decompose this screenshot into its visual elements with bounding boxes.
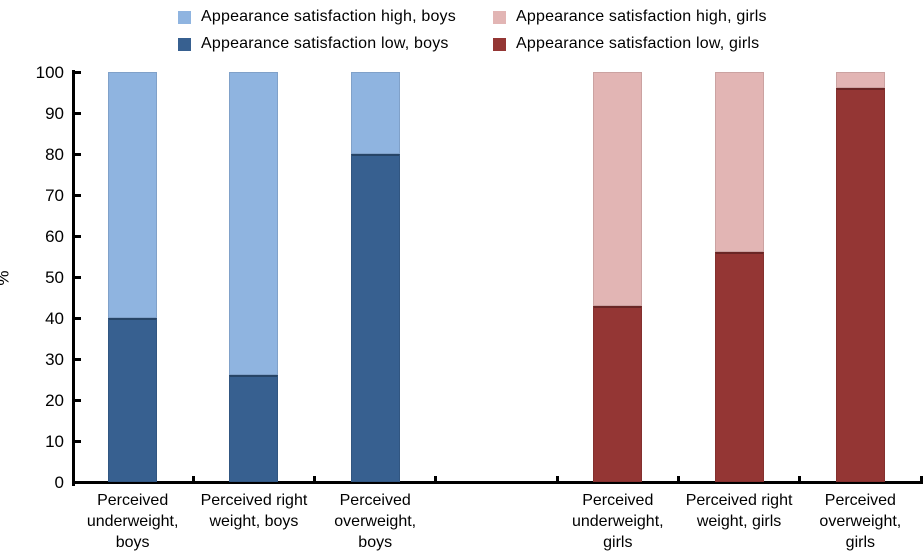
y-tick bbox=[75, 316, 81, 320]
bar-segment-high bbox=[593, 72, 643, 306]
legend-item-low-boys: Appearance satisfaction low, boys bbox=[178, 35, 449, 52]
legend-label: Appearance satisfaction low, boys bbox=[201, 35, 449, 52]
y-axis-line bbox=[72, 70, 75, 486]
bar-segment-high bbox=[714, 72, 764, 253]
y-tick bbox=[75, 275, 81, 279]
bar-segment-low bbox=[835, 88, 885, 482]
x-category-label: Perceived underweight, boys bbox=[86, 492, 179, 551]
y-tick-label: 20 bbox=[45, 391, 64, 410]
legend-label: Appearance satisfaction high, boys bbox=[201, 8, 456, 25]
y-tick bbox=[75, 398, 81, 402]
x-tick bbox=[676, 476, 680, 481]
bar-segment-low bbox=[714, 252, 764, 482]
legend-item-high-boys: Appearance satisfaction high, boys bbox=[178, 8, 456, 25]
y-tick bbox=[75, 111, 81, 115]
bar-segment-low bbox=[108, 318, 158, 482]
legend-swatch-low-boys bbox=[178, 37, 191, 51]
x-axis-line bbox=[72, 481, 923, 484]
y-tick-label: 90 bbox=[45, 104, 64, 123]
y-tick-label: 60 bbox=[45, 227, 64, 246]
legend-swatch-low-girls bbox=[493, 37, 506, 51]
x-category-label: Perceived right weight, boys bbox=[200, 492, 308, 530]
legend-label: Appearance satisfaction high, girls bbox=[516, 8, 767, 25]
x-tick bbox=[919, 476, 923, 481]
y-tick-label: 100 bbox=[35, 63, 64, 82]
y-tick-label: 80 bbox=[45, 145, 64, 164]
y-tick-label: 30 bbox=[45, 350, 64, 369]
y-tick bbox=[75, 357, 81, 361]
y-tick bbox=[75, 439, 81, 443]
legend-label: Appearance satisfaction low, girls bbox=[516, 35, 760, 52]
bar-segment-high bbox=[229, 72, 279, 376]
y-tick-label: 50 bbox=[45, 268, 64, 287]
y-tick-label: 40 bbox=[45, 309, 64, 328]
y-tick-label: 0 bbox=[54, 473, 64, 492]
bar-segment-high bbox=[835, 72, 885, 89]
x-category-label: Perceived overweight, girls bbox=[819, 492, 902, 551]
bar-segment-high bbox=[108, 72, 158, 318]
y-tick-label: 10 bbox=[45, 432, 64, 451]
bar-segment-low bbox=[350, 154, 400, 482]
legend-swatch-high-girls bbox=[493, 10, 506, 24]
x-tick bbox=[191, 476, 195, 481]
x-tick bbox=[555, 476, 559, 481]
legend-item-high-girls: Appearance satisfaction high, girls bbox=[493, 8, 767, 25]
bar-segment-low bbox=[229, 375, 279, 482]
x-category-label: Perceived underweight, girls bbox=[571, 492, 664, 551]
y-tick bbox=[75, 234, 81, 238]
legend-item-low-girls: Appearance satisfaction low, girls bbox=[493, 35, 760, 52]
y-tick bbox=[75, 193, 81, 197]
x-tick bbox=[434, 476, 438, 481]
y-axis-title: % bbox=[0, 270, 14, 285]
x-tick bbox=[798, 476, 802, 481]
y-tick bbox=[75, 70, 81, 74]
x-category-label: Perceived overweight, boys bbox=[334, 492, 417, 551]
x-category-label: Perceived right weight, girls bbox=[685, 492, 793, 530]
bar-segment-high bbox=[350, 72, 400, 154]
x-tick bbox=[313, 476, 317, 481]
legend-swatch-high-boys bbox=[178, 10, 191, 24]
y-tick bbox=[75, 152, 81, 156]
y-tick-label: 70 bbox=[45, 186, 64, 205]
bar-segment-low bbox=[593, 305, 643, 482]
